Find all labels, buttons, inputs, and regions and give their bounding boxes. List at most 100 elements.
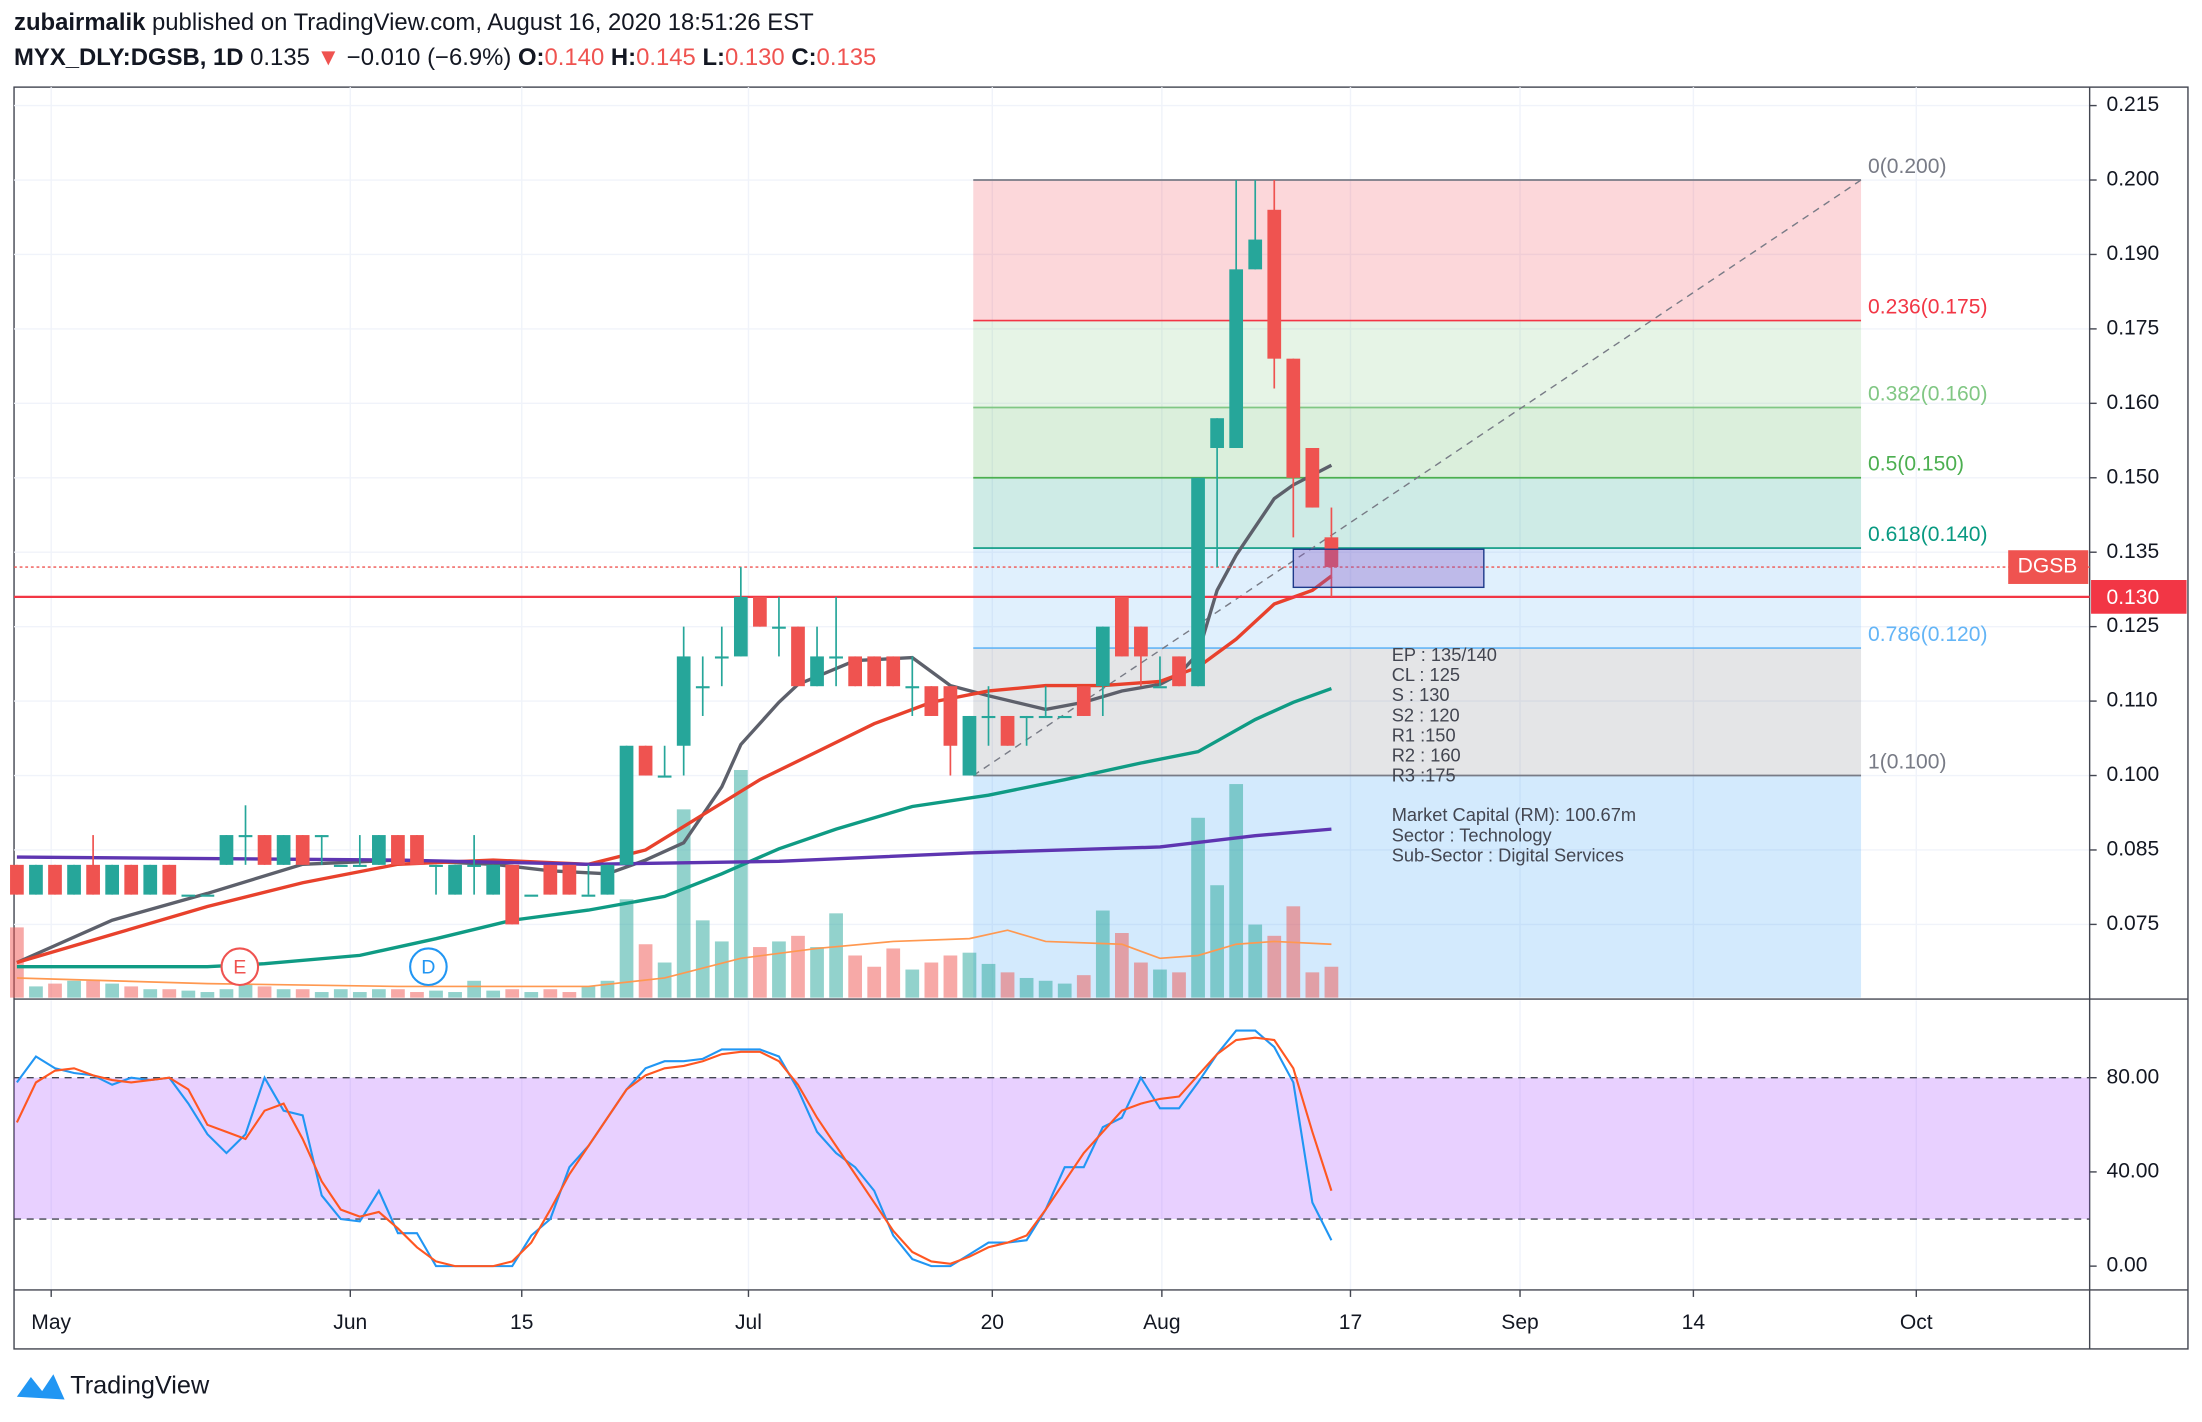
volume-bar — [772, 941, 786, 998]
volume-bar — [905, 969, 920, 998]
fib-label: 0.786(0.120) — [1868, 623, 1987, 646]
volume-bar — [1134, 962, 1148, 998]
candle-body — [10, 864, 24, 895]
candle-body — [162, 864, 177, 895]
hline-tag-label: 0.130 — [2107, 586, 2160, 609]
logo: TradingView — [16, 1372, 210, 1400]
volume-bar — [1229, 784, 1244, 998]
volume-bar — [486, 990, 501, 998]
volume-bar — [1324, 966, 1339, 998]
candle-body — [1095, 626, 1110, 687]
volume-bar — [543, 989, 558, 998]
fib-band — [973, 320, 1862, 408]
volume-bar — [29, 986, 43, 998]
volume-bar — [1038, 980, 1053, 998]
y-tick-label: 0.100 — [2107, 763, 2160, 786]
x-tick-label: 20 — [981, 1311, 1004, 1334]
candle-body — [1153, 686, 1167, 689]
candle-body — [105, 864, 120, 895]
candle-body — [1267, 209, 1282, 359]
volume-bar — [10, 927, 24, 998]
candle-body — [638, 745, 653, 776]
candle-body — [505, 864, 520, 925]
volume-bar — [638, 944, 653, 998]
candle-body — [467, 864, 481, 867]
c-label: C: — [791, 44, 816, 71]
volume-bar — [429, 990, 443, 998]
note: S : 130 — [1392, 684, 1450, 705]
volume-bar — [333, 989, 348, 998]
fib-label: 1(0.100) — [1868, 750, 1946, 773]
y-tick-label: 0.085 — [2107, 838, 2160, 861]
c-value: 0.135 — [817, 44, 877, 71]
volume-bar — [1000, 972, 1015, 998]
candle-body — [886, 656, 901, 687]
volume-bar — [562, 992, 577, 998]
candle-body — [1038, 715, 1053, 719]
author: zubairmalik — [14, 9, 146, 36]
volume-bar — [67, 980, 81, 998]
volume-bar — [886, 948, 901, 998]
volume-bar — [943, 955, 958, 998]
candle-body — [219, 835, 234, 865]
candle-body — [1324, 537, 1339, 568]
l-value: 0.130 — [725, 44, 785, 71]
fib-label: 0.382(0.160) — [1868, 382, 1987, 405]
h-value: 0.145 — [636, 44, 696, 71]
volume-ma — [16, 929, 1332, 988]
note: R2 : 160 — [1392, 744, 1461, 765]
volume-bar — [143, 989, 158, 998]
published: published on TradingView.com, August 16,… — [152, 9, 814, 36]
candle-body — [524, 894, 539, 897]
event-marker — [409, 947, 448, 987]
x-tick-label: Sep — [1501, 1311, 1538, 1334]
event-marker — [220, 947, 260, 987]
volume-bar — [295, 989, 310, 998]
header-line-2: MYX_DLY:DGSB, 1D 0.135 ▼ −0.010 (−6.9%) … — [14, 44, 876, 71]
candle-body — [429, 864, 443, 867]
x-tick-label: 15 — [510, 1311, 533, 1334]
candle-body — [372, 835, 386, 865]
candle-body — [486, 864, 501, 895]
zone — [1292, 548, 1485, 589]
volume-bar — [810, 947, 824, 998]
x-tick-label: Jul — [735, 1311, 762, 1334]
last-price-tag — [2008, 550, 2089, 584]
candle-body — [753, 596, 767, 627]
note: EP : 135/140 — [1392, 644, 1497, 665]
l-label: L: — [702, 44, 725, 71]
note: S2 : 120 — [1392, 704, 1460, 725]
volume-bar — [1153, 969, 1167, 998]
last: 0.135 — [250, 44, 310, 71]
arrow: ▼ — [317, 44, 341, 71]
fib-label: 0(0.200) — [1868, 155, 1946, 178]
stoch-tick-label: 0.00 — [2107, 1254, 2148, 1277]
candle-body — [733, 596, 748, 657]
candle-body — [1076, 686, 1091, 716]
candle-body — [943, 686, 958, 746]
volume-bar — [372, 989, 386, 998]
fib-band — [973, 180, 1862, 321]
volume-bar — [791, 935, 805, 998]
header-line-1: zubairmalik published on TradingView.com… — [14, 9, 814, 36]
volume-bar — [1248, 924, 1263, 998]
candle-body — [295, 835, 310, 865]
candle-body — [276, 835, 291, 865]
volume-bar — [352, 992, 367, 998]
candle-body — [1191, 477, 1205, 687]
volume-bar — [619, 899, 634, 998]
fib-band — [973, 648, 1862, 776]
candle-body — [829, 656, 843, 659]
candle-body — [657, 775, 672, 778]
candle-body — [67, 864, 81, 895]
candle-body — [143, 864, 158, 895]
volume-bar — [581, 986, 596, 998]
candle-body — [1000, 715, 1015, 746]
event-label: D — [421, 956, 435, 978]
y-tick-label: 0.175 — [2107, 316, 2160, 339]
volume-bar — [1191, 817, 1205, 998]
volume-bar — [86, 980, 100, 998]
volume-bar — [162, 989, 177, 998]
candle-body — [772, 626, 786, 629]
volume-bar — [753, 947, 767, 998]
